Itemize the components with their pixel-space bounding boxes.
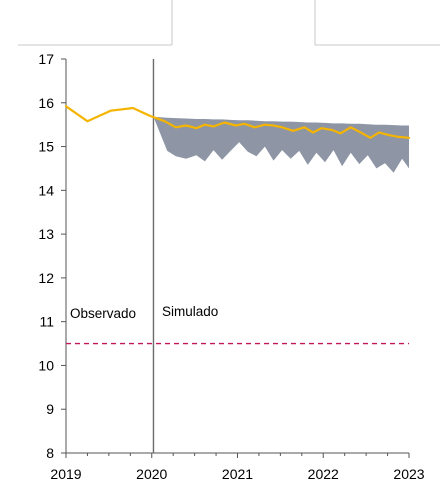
tick-labels: 8 9 10 11 12 13 14 15 16 17 2019 2020 2021 2022 2023: [38, 51, 424, 482]
y-tick-label-11: 11: [39, 314, 54, 330]
x-tick-label-2021: 2021: [222, 466, 253, 482]
simulation-band-layer: [153, 116, 409, 173]
y-tick-label-13: 13: [38, 226, 54, 242]
x-tick-label-2019: 2019: [50, 466, 81, 482]
y-tick-label-9: 9: [46, 401, 54, 417]
y-tick-label-8: 8: [46, 445, 54, 461]
x-tick-label-2020: 2020: [136, 466, 167, 482]
y-tick-label-10: 10: [38, 357, 54, 373]
y-tick-label-14: 14: [38, 182, 54, 198]
y-tick-label-16: 16: [38, 95, 54, 111]
y-tick-label-17: 17: [38, 51, 54, 67]
x-tick-label-2022: 2022: [308, 466, 339, 482]
axes: [61, 58, 410, 458]
y-tick-label-12: 12: [38, 270, 54, 286]
simulation-band: [153, 116, 409, 173]
series-line-layer: [64, 105, 411, 139]
x-tick-label-2023: 2023: [393, 466, 424, 482]
annotation-observed: Observado: [70, 306, 136, 321]
observed-series-line: [64, 105, 411, 139]
annotation-simulated: Simulado: [162, 304, 218, 319]
y-tick-label-15: 15: [38, 139, 54, 155]
